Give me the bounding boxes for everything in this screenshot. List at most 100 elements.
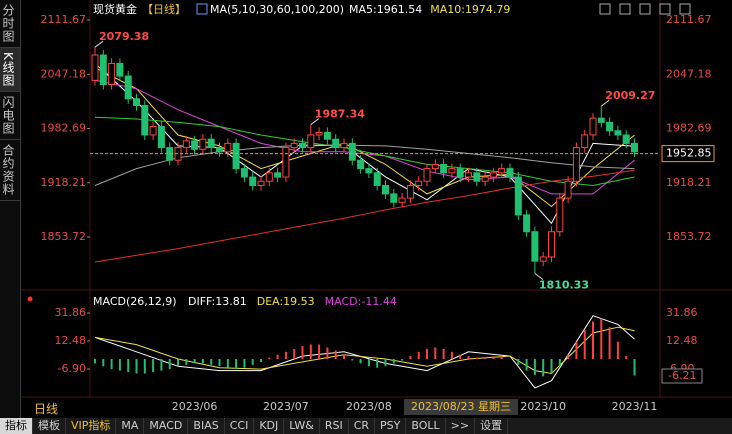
candle-body xyxy=(448,168,456,174)
candle-body xyxy=(431,163,439,170)
toolbar-button[interactable]: PSY xyxy=(375,418,407,434)
toolbar-button[interactable]: 指标 xyxy=(0,418,33,434)
candle-body xyxy=(323,131,331,140)
candle-body xyxy=(149,126,157,136)
candle-body xyxy=(531,231,539,262)
toolbar-button[interactable]: 模板 xyxy=(33,418,66,434)
candle-body xyxy=(440,163,448,174)
candle-body xyxy=(465,172,472,178)
candle-body xyxy=(274,172,282,178)
y-tick-label: -6.90 xyxy=(58,362,86,375)
y-tick-label: 2047.18 xyxy=(41,67,87,80)
candle-body xyxy=(216,147,223,153)
candle-body xyxy=(597,117,605,123)
candle-body xyxy=(307,134,315,149)
candle-body xyxy=(249,176,257,186)
toolbar-button[interactable]: 设置 xyxy=(475,418,509,434)
candle-body xyxy=(282,147,290,178)
candle-body xyxy=(481,176,489,182)
chart-title: 现货黄金 xyxy=(93,2,137,16)
candle-body xyxy=(290,142,298,149)
ma-line xyxy=(94,169,635,263)
candle-body xyxy=(240,168,248,178)
annotation: 2079.38 xyxy=(99,30,149,43)
icon[interactable] xyxy=(679,3,691,15)
candle-body xyxy=(489,172,497,178)
annotation-leader xyxy=(310,118,320,125)
candle-body xyxy=(348,142,356,161)
candle-body xyxy=(116,62,124,77)
icon[interactable] xyxy=(619,3,631,15)
y-tick-label: 1853.72 xyxy=(41,230,87,243)
icon[interactable] xyxy=(599,3,611,15)
toolbar-button[interactable]: >> xyxy=(446,418,476,434)
candle-body xyxy=(423,168,431,182)
ma-line xyxy=(94,79,635,195)
y-tick-label-right: 1853.72 xyxy=(666,230,712,243)
marker-label: -6.21 xyxy=(668,369,696,382)
x-tick-label: 2023/11 xyxy=(612,400,658,413)
y-tick-label: 2111.67 xyxy=(41,13,87,26)
toolbar-button[interactable]: MA xyxy=(116,418,145,434)
toolbar-button[interactable]: BOLL xyxy=(406,418,446,434)
candle-body xyxy=(207,138,215,149)
toolbar-button[interactable]: MACD xyxy=(144,418,189,434)
candle-body xyxy=(456,168,464,178)
candle-body xyxy=(373,172,381,186)
candle-body xyxy=(315,131,323,136)
toolbar-button[interactable]: VIP指标 xyxy=(66,418,117,434)
last-price-label: 1952.85 xyxy=(666,147,712,160)
candle-body xyxy=(606,121,614,132)
toolbar-button[interactable]: BIAS xyxy=(188,418,225,434)
legend-entry: MA5:1961.54 xyxy=(349,3,422,16)
candle-body xyxy=(572,147,580,182)
candle-body xyxy=(498,168,506,174)
side-tab[interactable]: 合约资料 xyxy=(0,140,20,201)
x-tick-label: 2023/06 xyxy=(172,400,218,413)
legend-entry: MA10:1974.79 xyxy=(430,3,510,16)
candle-body xyxy=(157,126,165,149)
candle-body xyxy=(332,138,340,149)
toolbar-button[interactable]: CR xyxy=(349,418,376,434)
candle-body xyxy=(124,75,132,100)
candle-body xyxy=(415,180,423,186)
indicator-icon[interactable] xyxy=(196,3,208,15)
candle-body xyxy=(257,180,265,186)
side-tab[interactable]: K线图 xyxy=(0,48,20,92)
y-tick-label-right: 31.86 xyxy=(666,306,698,319)
period-label: 日线 xyxy=(34,402,59,416)
toolbar-button[interactable]: RSI xyxy=(320,418,349,434)
candle-body xyxy=(299,142,306,149)
icon[interactable] xyxy=(639,3,651,15)
crosshair-box xyxy=(404,399,518,415)
y-tick-label: 1918.21 xyxy=(41,176,87,189)
candle-body xyxy=(556,197,564,233)
candle-body xyxy=(365,168,373,174)
background xyxy=(0,0,732,418)
toolbar-button[interactable]: KDJ xyxy=(254,418,285,434)
indicator-name: MA(5,10,30,60,100,200) xyxy=(210,3,344,16)
chart-period: 【日线】 xyxy=(142,2,186,16)
candle-body xyxy=(539,256,547,262)
candle-body xyxy=(265,172,273,182)
annotation-leader xyxy=(600,99,610,107)
toolbar-button[interactable]: LW& xyxy=(284,418,320,434)
annotation-leader xyxy=(534,273,544,280)
chart: 现货黄金 【日线】 MA(5,10,30,60,100,200) MACD(26… xyxy=(0,0,732,418)
candle-body xyxy=(473,172,481,182)
ma-line xyxy=(94,116,635,187)
candle-body xyxy=(614,130,622,136)
side-tab[interactable]: 闪电图 xyxy=(0,92,20,140)
candle-body xyxy=(514,176,522,216)
annotation: 1810.33 xyxy=(539,279,589,292)
icon[interactable] xyxy=(659,3,671,15)
candle-body xyxy=(398,197,406,203)
y-tick-label: 1982.69 xyxy=(41,122,87,135)
candle-body xyxy=(581,134,589,149)
side-tab[interactable]: 分时图 xyxy=(0,0,20,48)
annotation: 2009.27 xyxy=(605,89,655,102)
toolbar-button[interactable]: CCI xyxy=(225,418,255,434)
ma-line xyxy=(94,144,635,186)
candle-body xyxy=(191,140,199,150)
